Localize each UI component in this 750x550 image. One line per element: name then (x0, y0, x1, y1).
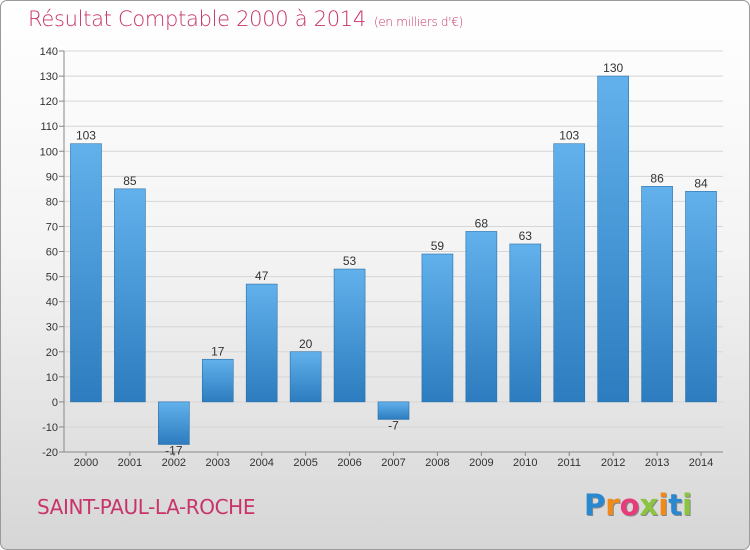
bar (333, 268, 366, 403)
y-tick-label: 50 (46, 272, 58, 284)
y-tick-label: 90 (46, 171, 58, 183)
commune-name: SAINT-PAUL-LA-ROCHE (37, 495, 256, 519)
bar (70, 143, 102, 403)
data-label: 130 (603, 61, 623, 75)
bar (509, 243, 542, 403)
x-tick-label: 2009 (469, 457, 493, 469)
x-tick-label: 2004 (249, 457, 273, 469)
data-label: 103 (559, 129, 579, 143)
data-label: -17 (165, 443, 183, 457)
x-tick-label: 2006 (337, 457, 361, 469)
y-tick-label: -20 (42, 447, 58, 459)
data-label: 86 (650, 171, 664, 185)
x-tick-label: 2010 (513, 457, 537, 469)
x-tick-label: 2013 (645, 457, 669, 469)
y-tick-label: 20 (46, 347, 58, 359)
y-tick-label: -10 (42, 422, 58, 434)
data-label: 63 (519, 229, 533, 243)
bar (377, 401, 410, 420)
y-tick-label: 110 (40, 121, 58, 133)
y-tick-label: 100 (40, 146, 58, 158)
data-label: 68 (475, 216, 489, 230)
x-tick-label: 2011 (557, 457, 581, 469)
data-label: 85 (123, 174, 137, 188)
logo-letter: x (639, 488, 659, 522)
data-label: 20 (299, 337, 313, 351)
bar (641, 186, 673, 403)
x-tick-label: 2003 (206, 457, 230, 469)
x-tick-label: 2012 (601, 457, 625, 469)
logo-letter: r (605, 488, 620, 522)
logo-letter: P (584, 488, 606, 522)
bar (553, 143, 586, 403)
logo-letter: i (682, 488, 693, 522)
y-tick-label: 0 (52, 397, 58, 409)
x-tick-label: 2007 (381, 457, 405, 469)
logo-letter: o (619, 488, 640, 522)
bar (114, 188, 146, 403)
bar (245, 283, 278, 403)
x-tick-label: 2001 (118, 457, 142, 469)
chart-subtitle: (en milliers d'€) (373, 15, 463, 29)
chart-title-text: Résultat Comptable 2000 à 2014 (28, 7, 366, 31)
x-tick-label: 2000 (74, 457, 98, 469)
bar (685, 191, 717, 403)
logo-letter: i (658, 488, 669, 522)
data-label: 84 (694, 176, 708, 190)
bar (465, 231, 498, 403)
bar (597, 75, 629, 403)
x-tick-label: 2005 (293, 457, 317, 469)
bar (201, 358, 234, 403)
data-label: 47 (255, 269, 269, 283)
data-label: 17 (211, 344, 225, 358)
bar (158, 401, 190, 445)
y-tick-label: 140 (40, 46, 58, 58)
y-tick-label: 130 (40, 71, 58, 83)
proxiti-logo: Proxiti (584, 488, 692, 522)
y-tick-label: 40 (46, 297, 58, 309)
chart-title: Résultat Comptable 2000 à 2014 (en millie… (28, 7, 463, 31)
data-label: 59 (431, 239, 445, 253)
x-tick-label: 2008 (425, 457, 449, 469)
logo-letter: t (668, 488, 683, 522)
data-label: 53 (343, 254, 357, 268)
data-label: -7 (388, 418, 399, 432)
y-tick-label: 60 (46, 247, 58, 259)
x-tick-label: 2014 (689, 457, 713, 469)
y-tick-label: 70 (46, 221, 58, 233)
y-tick-label: 30 (46, 322, 58, 334)
bar (289, 351, 322, 403)
y-tick-label: 10 (46, 372, 58, 384)
y-tick-label: 120 (40, 96, 58, 108)
data-label: 103 (76, 129, 96, 143)
x-tick-label: 2002 (162, 457, 186, 469)
y-tick-label: 80 (46, 196, 58, 208)
bar (421, 253, 454, 403)
